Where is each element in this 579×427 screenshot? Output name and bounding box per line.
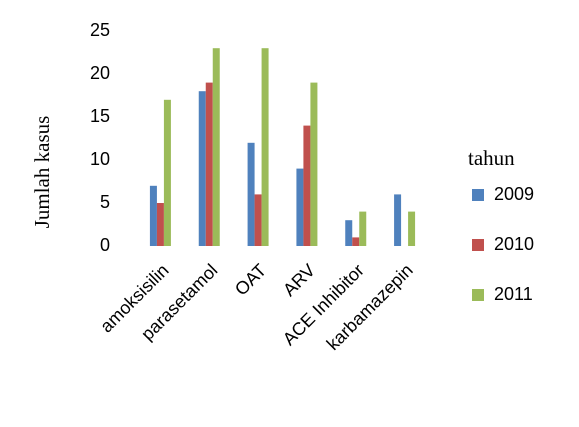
x-tick-label: OAT <box>231 260 270 299</box>
bar <box>198 91 206 246</box>
y-tick-label: 0 <box>100 235 110 255</box>
y-tick-label: 25 <box>90 20 110 40</box>
bar <box>359 211 367 246</box>
bar <box>303 125 311 246</box>
legend-swatch <box>472 289 484 301</box>
bar <box>163 99 171 246</box>
bar <box>394 194 402 246</box>
bar <box>247 142 255 246</box>
legend-label: 2011 <box>494 284 533 304</box>
x-tick-label: ARV <box>279 260 319 300</box>
bar <box>205 82 213 246</box>
bar <box>212 48 220 247</box>
x-tick-label: karbamazepin <box>323 260 417 354</box>
bar <box>352 237 360 246</box>
legend-label: 2010 <box>494 234 534 254</box>
bar <box>149 185 157 246</box>
y-tick-label: 15 <box>90 106 110 126</box>
bar <box>310 82 318 246</box>
y-axis-title: Jumlah kasus <box>30 116 54 229</box>
bar <box>254 194 262 246</box>
bar <box>296 168 304 246</box>
bar <box>156 203 164 246</box>
y-tick-label: 5 <box>100 192 110 212</box>
legend-swatch <box>472 239 484 251</box>
y-tick-label: 10 <box>90 149 110 169</box>
bar <box>408 211 416 246</box>
legend-swatch <box>472 189 484 201</box>
y-tick-label: 20 <box>90 63 110 83</box>
bar <box>345 220 353 246</box>
bar <box>261 48 269 247</box>
legend-label: 2009 <box>494 184 534 204</box>
legend-title: tahun <box>468 146 515 170</box>
